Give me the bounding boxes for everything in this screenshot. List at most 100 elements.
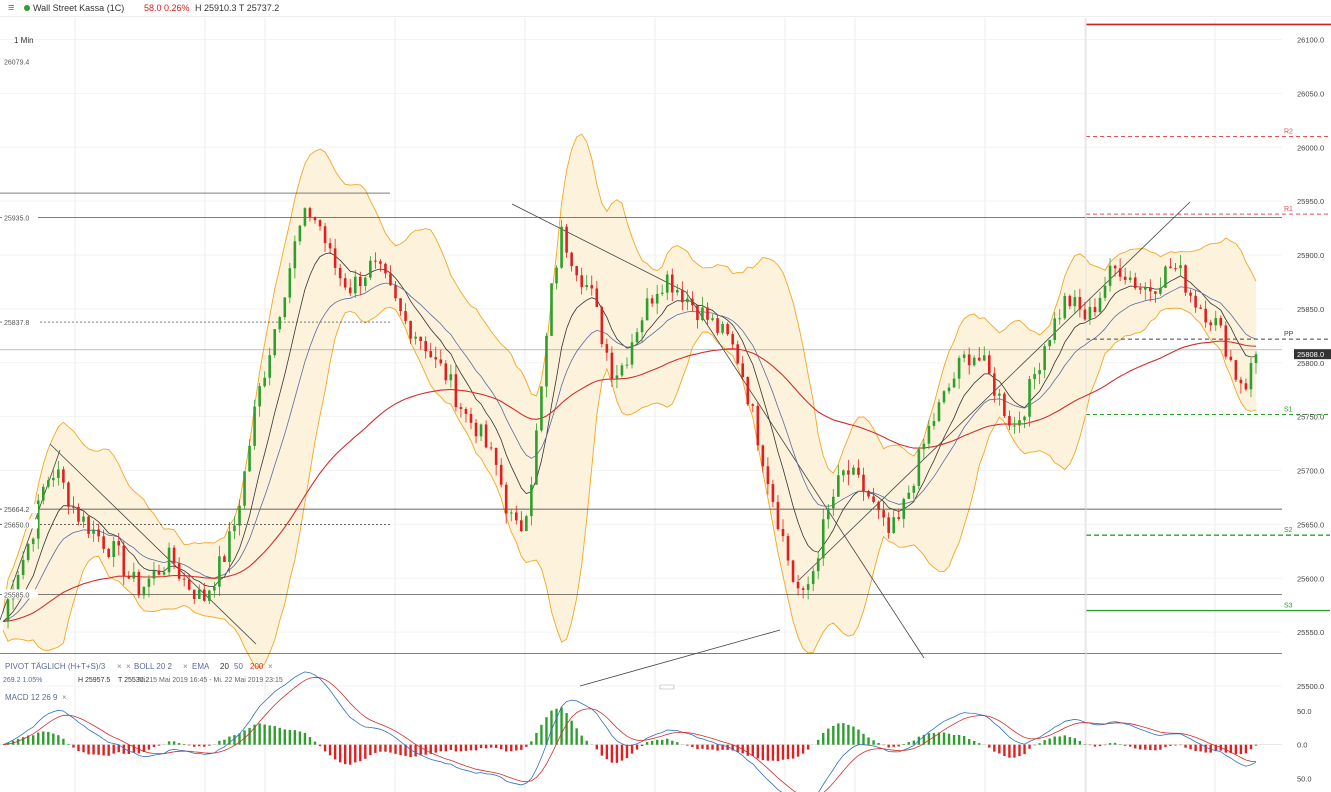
macd-bar [193,744,196,747]
pivot-label-r2: R2 [1284,129,1293,136]
macd-bar [16,738,20,745]
pivot-close-icon[interactable]: × [126,662,131,671]
boll-close-icon[interactable]: × [183,662,188,671]
macd-bar [887,744,890,748]
macd-bar [806,744,810,750]
macd-bar [731,744,734,751]
boll-indicator-label[interactable]: BOLL 20 2 [134,662,173,671]
macd-close-icon[interactable]: × [62,693,67,702]
candle [615,375,619,379]
pane-resize-handle[interactable] [659,684,675,690]
candle [993,373,996,396]
macd-bar [993,744,996,752]
candle [1038,370,1041,375]
pivot-remove-icon[interactable]: × [117,662,122,671]
candle [364,277,367,287]
macd-bar [364,744,367,759]
y-tick-label: 25650.0 [1297,520,1324,529]
macd-bar [1043,740,1046,745]
candle [872,496,875,502]
macd-bar [520,744,523,750]
candle [449,374,453,381]
macd-bar [1013,744,1016,758]
macd-bar [761,744,765,761]
candle [328,243,332,249]
candle [625,364,629,366]
pivot-indicator-label[interactable]: PIVOT TÄGLICH (H+T+S)/3 [5,662,106,671]
macd-bar [550,710,553,745]
macd-bar [67,744,70,745]
macd-bar [187,744,191,746]
pivot-label-s1: S1 [1284,406,1293,413]
candle [414,336,417,339]
candle [514,512,518,521]
macd-bar [97,744,100,755]
macd-bar [384,744,387,752]
macd-bar [897,744,900,747]
candle [982,355,986,361]
candle [540,386,543,431]
macd-bar [1214,744,1217,752]
trend-line [511,203,687,293]
left-price-labels: 26079.4 25935.0 25837.8 25664.2 25650.0 25585… [2,56,38,599]
stats-low: T 25530.2 [118,677,150,684]
macd-bar [510,744,513,752]
candle [912,485,916,493]
macd-bar [92,744,95,755]
instrument-title[interactable]: Wall Street Kassa (1C) [33,3,125,13]
macd-bar [620,744,624,761]
macd-bar [152,744,156,748]
candle [233,525,236,532]
candle [1184,265,1187,293]
candle [273,329,277,356]
y-tick-label: 26050.0 [1297,89,1324,98]
candle [907,492,911,499]
candle [610,352,614,379]
macd-bar [973,740,976,745]
candle [228,531,231,562]
macd-bar [1003,744,1006,757]
macd-label[interactable]: MACD 12 26 9 [5,693,58,702]
candle [323,226,327,244]
macd-bar [967,739,971,745]
macd-bar [857,729,860,745]
candle [454,374,458,408]
candle [897,517,901,519]
candle [741,363,745,378]
candle [1053,318,1057,340]
candle [796,581,800,589]
macd-bar [218,740,221,745]
candle [655,293,659,304]
macd-bar [1073,738,1077,745]
macd-bar [318,744,322,747]
timeframe-label[interactable]: 1 Min [14,36,34,45]
ema-close-icon[interactable]: × [268,662,273,671]
macd-bar [102,744,105,756]
macd-bar [650,740,654,745]
macd-bar [333,744,337,760]
candle [72,506,75,508]
y-tick-label: 25500.0 [1297,682,1324,691]
macd-bar [1154,744,1157,751]
candle [318,220,322,227]
macd-bar [167,741,171,745]
macd-bar [545,717,548,745]
candle [1189,292,1192,296]
macd-bar [706,744,709,750]
bollinger-upper [2,133,1257,614]
ema-lines [2,252,1257,623]
candle [726,323,729,335]
ema200-label: 200 [250,662,264,671]
macd-bar [1078,741,1082,745]
macd-bar [374,744,377,753]
candle [1073,297,1077,307]
y-axis: 25500.0 25550.0 25600.0 25650.0 25700.0 25750… [1294,36,1331,691]
candle [157,570,161,575]
macd-bar [696,744,699,750]
macd-bar [701,744,704,749]
candle [826,508,830,520]
ema-indicator-label[interactable]: EMA [192,662,210,671]
menu-icon[interactable]: ≡ [8,2,15,14]
candle [384,263,387,274]
